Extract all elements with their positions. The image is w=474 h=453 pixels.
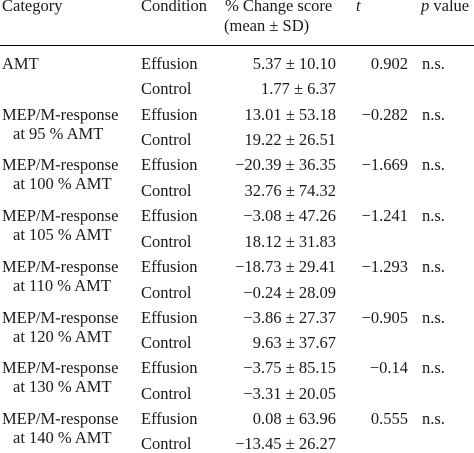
p-value: n.s. [422, 409, 445, 428]
condition-effusion: Effusion [141, 257, 198, 276]
category-line1: MEP/M-response [2, 409, 119, 428]
condition-control: Control [141, 333, 192, 352]
score-effusion: 13.01 ± 53.18 [244, 105, 336, 124]
header-rule [0, 45, 474, 46]
category-line1: MEP/M-response [2, 206, 119, 225]
score-control: 9.63 ± 37.67 [252, 333, 336, 352]
t-value: −0.282 [361, 105, 408, 124]
category-line1: MEP/M-response [2, 105, 119, 124]
category-line2: at 120 % AMT [13, 327, 112, 346]
p-value: n.s. [422, 257, 445, 276]
header-p-letter: p [421, 0, 430, 15]
header-condition: Condition [141, 0, 208, 15]
score-effusion: −20.39 ± 36.35 [235, 155, 336, 174]
t-value: −1.293 [361, 257, 408, 276]
category-line1: MEP/M-response [2, 358, 119, 377]
condition-effusion: Effusion [141, 409, 198, 428]
condition-control: Control [141, 283, 192, 302]
t-value: −1.241 [361, 206, 408, 225]
score-control: 18.12 ± 31.83 [244, 232, 336, 251]
header-t: t [356, 0, 361, 15]
score-control: 1.77 ± 6.37 [260, 79, 336, 98]
score-control: −0.24 ± 28.09 [243, 283, 336, 302]
header-score-line1: % Change score [225, 0, 333, 15]
p-value: n.s. [422, 206, 445, 225]
header-score-line2: (mean ± SD) [224, 16, 310, 35]
score-effusion: −3.75 ± 85.15 [243, 358, 336, 377]
t-value: 0.555 [370, 409, 408, 428]
category-line2: at 130 % AMT [13, 377, 112, 396]
t-value: −0.14 [369, 358, 408, 377]
category-line2: at 140 % AMT [13, 428, 112, 447]
score-control: 32.76 ± 74.32 [244, 181, 336, 200]
category-line2: at 100 % AMT [13, 174, 112, 193]
condition-control: Control [141, 79, 192, 98]
score-control: −13.45 ± 26.27 [235, 434, 336, 453]
score-effusion: −18.73 ± 29.41 [235, 257, 336, 276]
category-line1: MEP/M-response [2, 308, 119, 327]
p-value: n.s. [422, 105, 445, 124]
p-value: n.s. [422, 54, 445, 73]
condition-effusion: Effusion [141, 54, 198, 73]
category-line1: MEP/M-response [2, 257, 119, 276]
category-line2: at 105 % AMT [13, 225, 112, 244]
condition-control: Control [141, 384, 192, 403]
t-value: −1.669 [361, 155, 408, 174]
condition-control: Control [141, 232, 192, 251]
header-category: Category [2, 0, 63, 15]
p-value: n.s. [422, 155, 445, 174]
score-effusion: 5.37 ± 10.10 [252, 54, 336, 73]
category-line1: AMT [2, 54, 39, 73]
category-line2: at 110 % AMT [13, 276, 111, 295]
t-value: −0.905 [361, 308, 408, 327]
score-effusion: 0.08 ± 63.96 [252, 409, 336, 428]
condition-effusion: Effusion [141, 105, 198, 124]
p-value: n.s. [422, 358, 445, 377]
condition-effusion: Effusion [141, 358, 198, 377]
condition-control: Control [141, 181, 192, 200]
score-effusion: −3.86 ± 27.37 [243, 308, 336, 327]
category-line1: MEP/M-response [2, 155, 119, 174]
condition-control: Control [141, 434, 192, 453]
p-value: n.s. [422, 308, 445, 327]
score-control: −3.31 ± 20.05 [243, 384, 336, 403]
t-value: 0.902 [370, 54, 408, 73]
score-effusion: −3.08 ± 47.26 [243, 206, 336, 225]
condition-control: Control [141, 130, 192, 149]
condition-effusion: Effusion [141, 206, 198, 225]
score-control: 19.22 ± 26.51 [244, 130, 336, 149]
header-p-rest: value [429, 0, 470, 15]
category-line2: at 95 % AMT [13, 124, 104, 143]
condition-effusion: Effusion [141, 155, 198, 174]
condition-effusion: Effusion [141, 308, 198, 327]
header-p: p value [421, 0, 469, 15]
